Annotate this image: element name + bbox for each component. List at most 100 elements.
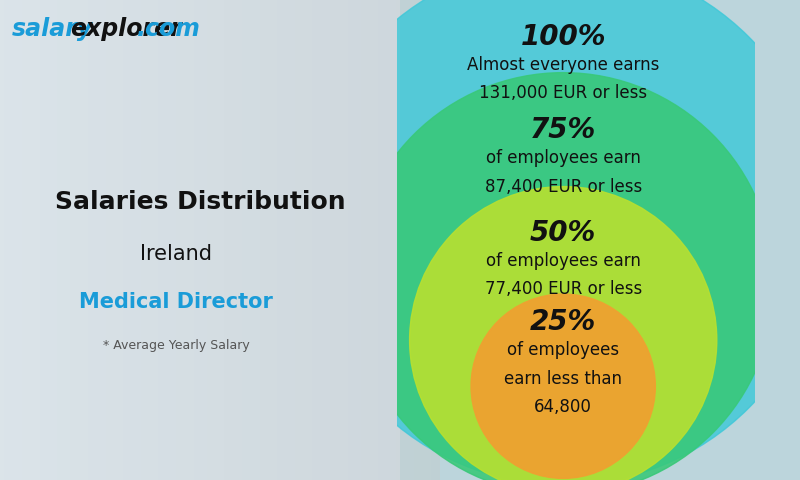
- Bar: [273, 0, 277, 480]
- Bar: [9, 0, 13, 480]
- Bar: [194, 0, 198, 480]
- Bar: [110, 0, 114, 480]
- Bar: [242, 0, 246, 480]
- Circle shape: [471, 294, 655, 479]
- Bar: [0, 0, 5, 480]
- Circle shape: [352, 72, 774, 480]
- Bar: [70, 0, 75, 480]
- Bar: [295, 0, 299, 480]
- Text: 87,400 EUR or less: 87,400 EUR or less: [485, 178, 642, 195]
- Bar: [374, 0, 378, 480]
- Bar: [5, 0, 9, 480]
- Bar: [238, 0, 242, 480]
- Bar: [31, 0, 35, 480]
- Bar: [40, 0, 44, 480]
- Bar: [190, 0, 194, 480]
- Bar: [383, 0, 387, 480]
- Bar: [405, 0, 410, 480]
- Bar: [84, 0, 88, 480]
- Bar: [167, 0, 172, 480]
- Bar: [35, 0, 40, 480]
- Bar: [410, 0, 414, 480]
- Bar: [44, 0, 49, 480]
- Bar: [387, 0, 392, 480]
- Bar: [290, 0, 294, 480]
- Bar: [313, 0, 317, 480]
- Bar: [282, 0, 286, 480]
- Bar: [418, 0, 422, 480]
- Bar: [378, 0, 383, 480]
- Bar: [322, 0, 326, 480]
- Text: 50%: 50%: [530, 219, 596, 247]
- Text: 64,800: 64,800: [534, 398, 592, 416]
- Bar: [357, 0, 361, 480]
- Text: 131,000 EUR or less: 131,000 EUR or less: [479, 84, 647, 102]
- Bar: [234, 0, 238, 480]
- Bar: [150, 0, 154, 480]
- Bar: [181, 0, 185, 480]
- Bar: [427, 0, 431, 480]
- Bar: [97, 0, 101, 480]
- Bar: [119, 0, 123, 480]
- Bar: [246, 0, 251, 480]
- Bar: [123, 0, 128, 480]
- FancyBboxPatch shape: [400, 0, 800, 480]
- Bar: [220, 0, 224, 480]
- Bar: [102, 0, 106, 480]
- Bar: [146, 0, 150, 480]
- Bar: [334, 0, 339, 480]
- Bar: [326, 0, 330, 480]
- Bar: [299, 0, 304, 480]
- Text: Medical Director: Medical Director: [79, 292, 273, 312]
- Text: .com: .com: [137, 17, 201, 41]
- Bar: [370, 0, 374, 480]
- Bar: [93, 0, 97, 480]
- Bar: [22, 0, 26, 480]
- Bar: [58, 0, 62, 480]
- Text: Ireland: Ireland: [140, 244, 212, 264]
- Bar: [343, 0, 348, 480]
- Bar: [278, 0, 282, 480]
- Bar: [229, 0, 234, 480]
- Text: of employees: of employees: [507, 341, 619, 360]
- Bar: [251, 0, 255, 480]
- Bar: [401, 0, 405, 480]
- Bar: [259, 0, 264, 480]
- Bar: [132, 0, 136, 480]
- Bar: [352, 0, 357, 480]
- Bar: [255, 0, 259, 480]
- Bar: [308, 0, 312, 480]
- Text: Almost everyone earns: Almost everyone earns: [467, 56, 659, 74]
- Bar: [176, 0, 181, 480]
- Bar: [435, 0, 440, 480]
- Bar: [106, 0, 110, 480]
- Bar: [414, 0, 418, 480]
- Text: Salaries Distribution: Salaries Distribution: [54, 190, 346, 214]
- Text: explorer: explorer: [70, 17, 182, 41]
- Bar: [339, 0, 343, 480]
- Text: earn less than: earn less than: [504, 370, 622, 387]
- Text: 77,400 EUR or less: 77,400 EUR or less: [485, 280, 642, 298]
- Bar: [264, 0, 268, 480]
- Bar: [88, 0, 93, 480]
- Bar: [79, 0, 84, 480]
- Bar: [206, 0, 211, 480]
- Bar: [396, 0, 401, 480]
- Bar: [154, 0, 158, 480]
- Circle shape: [410, 187, 717, 480]
- Bar: [49, 0, 53, 480]
- Bar: [13, 0, 18, 480]
- Text: salary: salary: [12, 17, 94, 41]
- Bar: [422, 0, 427, 480]
- Text: 25%: 25%: [530, 308, 596, 336]
- Bar: [26, 0, 30, 480]
- Text: of employees earn: of employees earn: [486, 149, 641, 168]
- Bar: [18, 0, 22, 480]
- Bar: [185, 0, 190, 480]
- Bar: [163, 0, 167, 480]
- Bar: [202, 0, 207, 480]
- Bar: [365, 0, 370, 480]
- Bar: [304, 0, 308, 480]
- Bar: [431, 0, 436, 480]
- Bar: [158, 0, 163, 480]
